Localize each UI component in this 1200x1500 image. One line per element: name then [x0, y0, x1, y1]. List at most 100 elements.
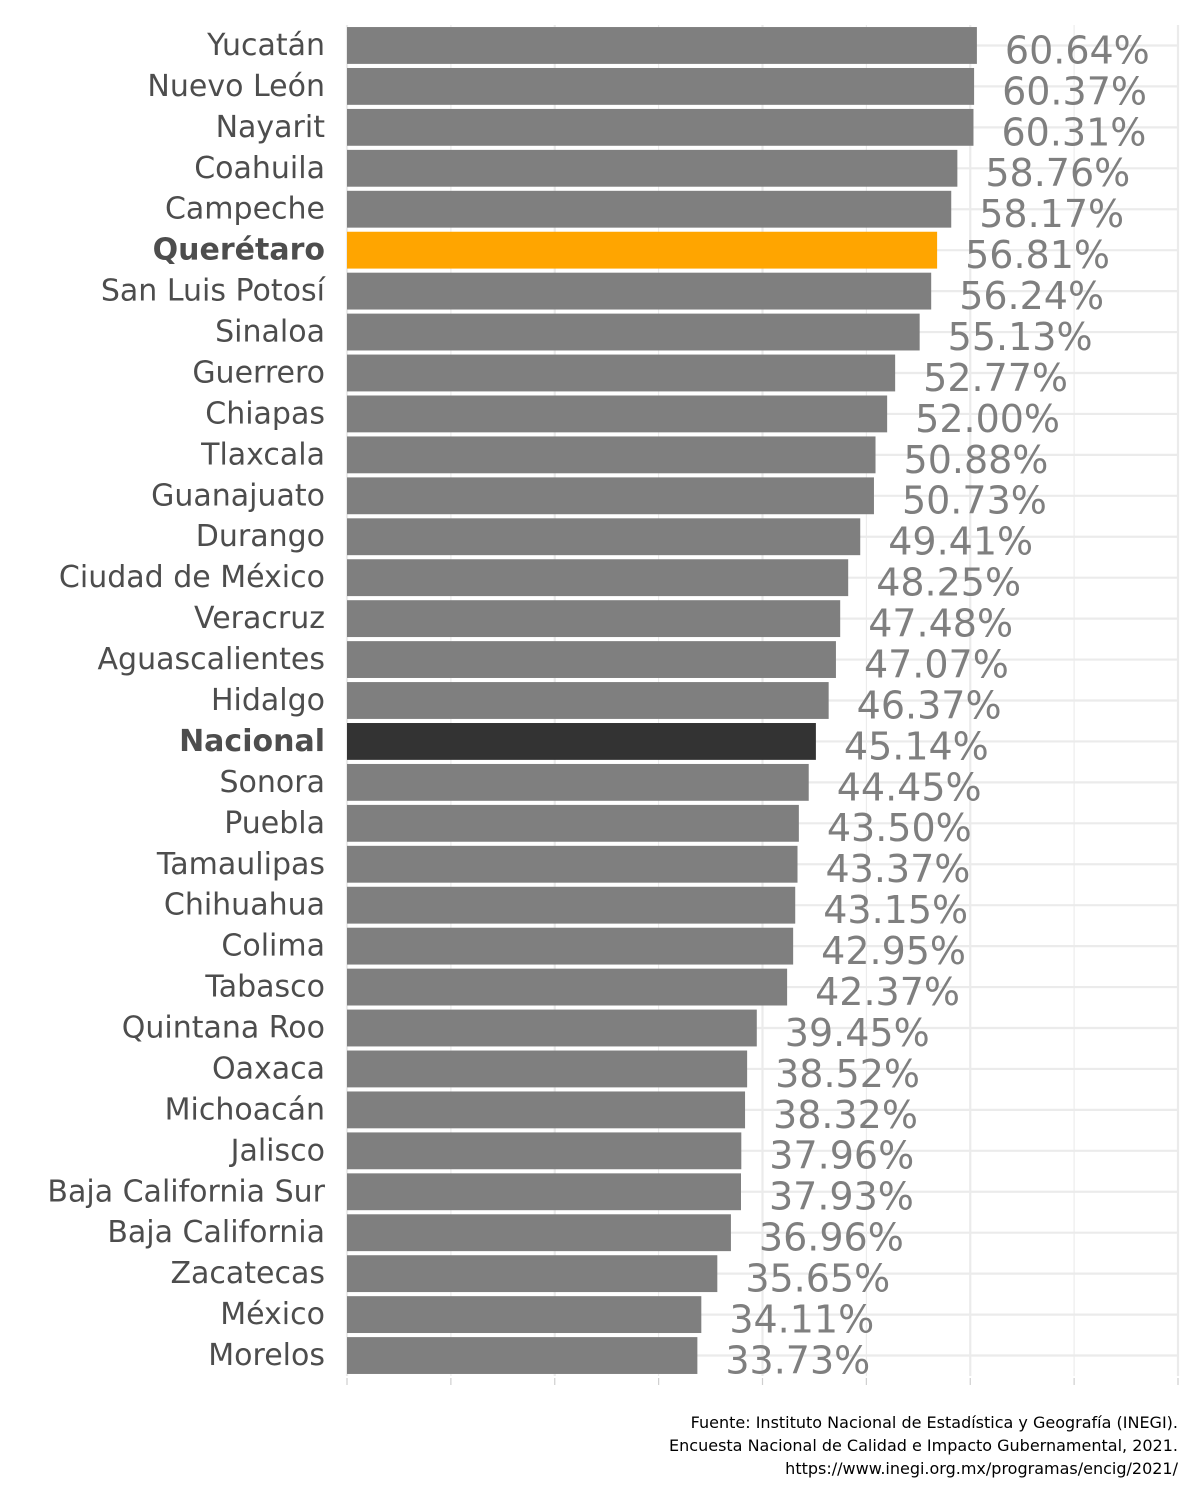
category-label-yucatan: Yucatán: [206, 28, 325, 63]
category-label-baja-california-sur: Baja California Sur: [47, 1174, 325, 1209]
category-label-guerrero: Guerrero: [192, 355, 325, 390]
value-label-nacional: 45.14%: [844, 724, 989, 768]
bar-aguascalientes: [347, 641, 836, 678]
bars: [347, 27, 977, 1374]
bar-nuevo-leon: [347, 67, 975, 105]
bar-oaxaca: [347, 1050, 748, 1088]
value-label-tabasco: 42.37%: [815, 970, 960, 1014]
bar-tamaulipas: [347, 845, 798, 883]
value-label-veracruz: 47.48%: [868, 602, 1013, 646]
bar-tlaxcala: [347, 436, 876, 474]
bar-quintana-roo: [347, 1009, 757, 1047]
value-label-colima: 42.95%: [821, 929, 966, 973]
category-label-veracruz: Veracruz: [194, 601, 325, 636]
value-label-hidalgo: 46.37%: [857, 683, 1002, 727]
value-label-zacatecas: 35.65%: [745, 1257, 890, 1301]
bar-nacional: [347, 723, 816, 760]
value-label-morelos: 33.73%: [725, 1338, 870, 1382]
bar-guerrero: [347, 354, 896, 392]
source-caption: Fuente: Instituto Nacional de Estadístic…: [669, 1413, 1179, 1478]
value-label-michoacan: 38.32%: [773, 1093, 918, 1137]
category-label-guanajuato: Guanajuato: [151, 478, 325, 513]
category-label-sonora: Sonora: [220, 765, 325, 800]
category-label-morelos: Morelos: [208, 1338, 325, 1373]
bar-sonora: [347, 763, 809, 801]
value-label-tamaulipas: 43.37%: [826, 847, 971, 891]
category-label-hidalgo: Hidalgo: [211, 683, 325, 718]
category-label-michoacan: Michoacán: [165, 1092, 325, 1127]
value-label-baja-california-sur: 37.93%: [769, 1175, 914, 1219]
bar-guanajuato: [347, 477, 874, 515]
category-label-tabasco: Tabasco: [204, 970, 325, 1005]
category-label-quintana-roo: Quintana Roo: [122, 1011, 325, 1046]
bar-chiapas: [347, 395, 888, 433]
bar-yucatan: [347, 27, 977, 64]
category-label-baja-california: Baja California: [107, 1215, 325, 1250]
value-label-durango: 49.41%: [888, 520, 1033, 564]
value-label-queretaro: 56.81%: [965, 233, 1110, 277]
value-label-guerrero: 52.77%: [923, 356, 1068, 400]
bar-nayarit: [347, 108, 974, 146]
value-label-baja-california: 36.96%: [759, 1216, 904, 1260]
bar-colima: [347, 927, 794, 965]
category-label-sinaloa: Sinaloa: [215, 315, 325, 350]
category-label-puebla: Puebla: [224, 806, 325, 841]
value-label-chiapas: 52.00%: [915, 397, 1060, 441]
category-label-nacional: Nacional: [179, 724, 325, 759]
bar-michoacan: [347, 1091, 746, 1129]
value-label-sonora: 44.45%: [837, 765, 982, 809]
category-label-ciudad-de-mexico: Ciudad de México: [59, 560, 325, 595]
bar-san-luis-potosi: [347, 272, 932, 310]
category-label-zacatecas: Zacatecas: [170, 1256, 325, 1291]
value-label-oaxaca: 38.52%: [775, 1052, 920, 1096]
bar-jalisco: [347, 1132, 742, 1170]
bar-veracruz: [347, 600, 841, 638]
value-label-mexico: 34.11%: [729, 1298, 874, 1342]
category-label-colima: Colima: [221, 929, 325, 964]
category-label-coahuila: Coahuila: [194, 151, 325, 186]
caption-line-source: Fuente: Instituto Nacional de Estadístic…: [691, 1413, 1178, 1432]
value-label-jalisco: 37.96%: [769, 1134, 914, 1178]
bar-baja-california-sur: [347, 1173, 741, 1211]
category-label-tlaxcala: Tlaxcala: [200, 437, 325, 472]
category-label-nayarit: Nayarit: [216, 110, 326, 145]
bar-campeche: [347, 190, 952, 228]
value-label-chihuahua: 43.15%: [823, 888, 968, 932]
bar-durango: [347, 518, 861, 556]
bar-sinaloa: [347, 313, 920, 351]
value-label-nayarit: 60.31%: [1001, 110, 1146, 154]
category-label-durango: Durango: [196, 519, 325, 554]
bar-puebla: [347, 804, 799, 842]
value-label-yucatan: 60.64%: [1005, 28, 1150, 72]
value-label-nuevo-leon: 60.37%: [1002, 69, 1147, 113]
category-labels: Yucatán Nuevo León Nayarit Coahuila Campeche…: [47, 28, 326, 1373]
category-label-queretaro: Querétaro: [153, 233, 325, 268]
x-axis-ticks: [346, 1378, 1179, 1385]
category-label-tamaulipas: Tamaulipas: [156, 847, 325, 882]
bar-zacatecas: [347, 1255, 718, 1293]
category-label-oaxaca: Oaxaca: [212, 1051, 325, 1086]
value-label-quintana-roo: 39.45%: [785, 1011, 930, 1055]
value-label-tlaxcala: 50.88%: [904, 438, 1049, 482]
category-label-san-luis-potosi: San Luis Potosí: [101, 274, 327, 309]
category-label-aguascalientes: Aguascalientes: [98, 642, 325, 677]
value-label-campeche: 58.17%: [979, 192, 1124, 236]
value-label-san-luis-potosi: 56.24%: [959, 274, 1104, 318]
category-label-chihuahua: Chihuahua: [164, 888, 325, 923]
bar-coahuila: [347, 149, 958, 187]
value-label-puebla: 43.50%: [827, 806, 972, 850]
category-label-mexico: México: [220, 1297, 325, 1332]
bar-baja-california: [347, 1214, 731, 1252]
category-label-nuevo-leon: Nuevo León: [147, 69, 325, 104]
caption-line-survey: Encuesta Nacional de Calidad e Impacto G…: [669, 1436, 1178, 1455]
bar-mexico: [347, 1296, 702, 1334]
category-label-chiapas: Chiapas: [205, 396, 325, 431]
value-label-guanajuato: 50.73%: [902, 479, 1047, 523]
value-label-coahuila: 58.76%: [985, 151, 1130, 195]
category-label-campeche: Campeche: [165, 192, 325, 227]
caption-line-url: https://www.inegi.org.mx/programas/encig…: [785, 1459, 1178, 1478]
bar-chihuahua: [347, 886, 796, 924]
value-label-aguascalientes: 47.07%: [864, 642, 1009, 686]
bar-queretaro: [347, 231, 938, 269]
